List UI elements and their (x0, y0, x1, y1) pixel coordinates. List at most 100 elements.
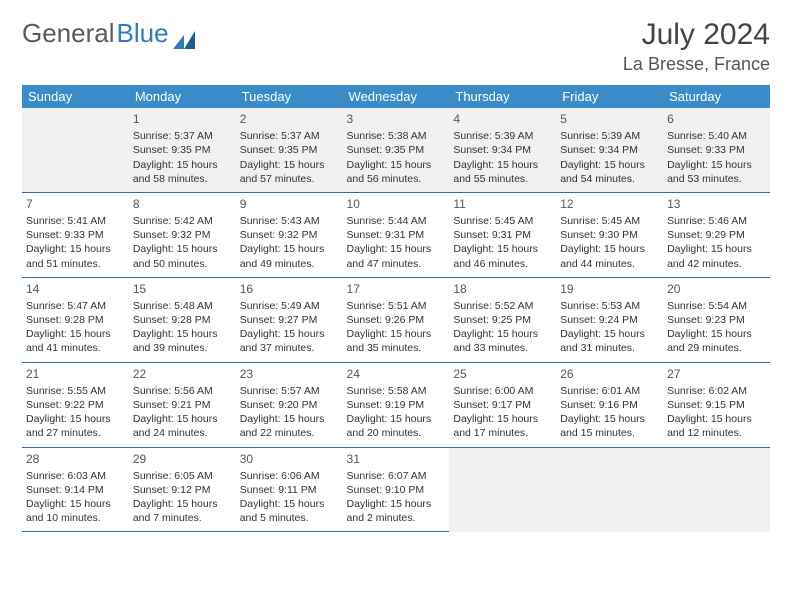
detail-line: Sunrise: 5:52 AM (453, 299, 552, 313)
day-cell: 27Sunrise: 6:02 AMSunset: 9:15 PMDayligh… (663, 362, 770, 447)
day-number: 14 (26, 281, 125, 297)
detail-line: Daylight: 15 hours (667, 158, 766, 172)
detail-line: and 47 minutes. (347, 257, 446, 271)
day-number: 9 (240, 196, 339, 212)
day-details: Sunrise: 5:54 AMSunset: 9:23 PMDaylight:… (667, 299, 766, 356)
logo: GeneralBlue (22, 18, 195, 49)
detail-line: and 10 minutes. (26, 511, 125, 525)
day-cell (449, 447, 556, 532)
day-cell: 2Sunrise: 5:37 AMSunset: 9:35 PMDaylight… (236, 108, 343, 192)
detail-line: Sunrise: 5:37 AM (133, 129, 232, 143)
day-cell: 21 Sunrise: 5:55 AMSunset: 9:22 PMDayligh… (22, 362, 129, 447)
detail-line: Daylight: 15 hours (240, 412, 339, 426)
day-cell (663, 447, 770, 532)
day-cell: 26Sunrise: 6:01 AMSunset: 9:16 PMDayligh… (556, 362, 663, 447)
detail-line: Sunrise: 5:57 AM (240, 384, 339, 398)
detail-line: Sunset: 9:32 PM (240, 228, 339, 242)
day-cell (556, 447, 663, 532)
detail-line: Sunrise: 5:42 AM (133, 214, 232, 228)
detail-line: Sunrise: 5:49 AM (240, 299, 339, 313)
day-cell: 23Sunrise: 5:57 AMSunset: 9:20 PMDayligh… (236, 362, 343, 447)
detail-line: Daylight: 15 hours (133, 412, 232, 426)
day-number: 12 (560, 196, 659, 212)
detail-line: Sunset: 9:32 PM (133, 228, 232, 242)
day-details: Sunrise: 6:02 AMSunset: 9:15 PMDaylight:… (667, 384, 766, 441)
detail-line: and 27 minutes. (26, 426, 125, 440)
detail-line: Sunset: 9:12 PM (133, 483, 232, 497)
week-row: 7Sunrise: 5:41 AMSunset: 9:33 PMDaylight… (22, 192, 770, 277)
day-cell: 17Sunrise: 5:51 AMSunset: 9:26 PMDayligh… (343, 277, 450, 362)
day-cell: 11Sunrise: 5:45 AMSunset: 9:31 PMDayligh… (449, 192, 556, 277)
header: GeneralBlue July 2024 La Bresse, France (22, 18, 770, 75)
day-details: Sunrise: 5:53 AMSunset: 9:24 PMDaylight:… (560, 299, 659, 356)
detail-line: and 55 minutes. (453, 172, 552, 186)
detail-line: Sunrise: 5:48 AM (133, 299, 232, 313)
detail-line: Sunset: 9:22 PM (26, 398, 125, 412)
detail-line: Sunset: 9:34 PM (560, 143, 659, 157)
detail-line: Sunrise: 5:44 AM (347, 214, 446, 228)
day-details: Sunrise: 5:47 AMSunset: 9:28 PMDaylight:… (26, 299, 125, 356)
day-number: 22 (133, 366, 232, 382)
day-details: Sunrise: 6:03 AMSunset: 9:14 PMDaylight:… (26, 469, 125, 526)
day-details: Sunrise: 5:57 AMSunset: 9:20 PMDaylight:… (240, 384, 339, 441)
day-number: 7 (26, 196, 125, 212)
detail-line: and 17 minutes. (453, 426, 552, 440)
detail-line: Sunrise: 5:40 AM (667, 129, 766, 143)
detail-line: Daylight: 15 hours (240, 327, 339, 341)
detail-line: Daylight: 15 hours (347, 158, 446, 172)
detail-line: Daylight: 15 hours (453, 327, 552, 341)
day-details: Sunrise: 5:52 AMSunset: 9:25 PMDaylight:… (453, 299, 552, 356)
day-number: 18 (453, 281, 552, 297)
detail-line: and 53 minutes. (667, 172, 766, 186)
detail-line: Sunrise: 6:05 AM (133, 469, 232, 483)
day-number: 2 (240, 111, 339, 127)
detail-line: Daylight: 15 hours (560, 327, 659, 341)
detail-line: Sunrise: 5:39 AM (453, 129, 552, 143)
weekday-header: Saturday (663, 85, 770, 108)
day-number: 10 (347, 196, 446, 212)
day-number: 28 (26, 451, 125, 467)
day-cell: 3Sunrise: 5:38 AMSunset: 9:35 PMDaylight… (343, 108, 450, 192)
day-number: 24 (347, 366, 446, 382)
detail-line: Sunrise: 5:46 AM (667, 214, 766, 228)
detail-line: and 56 minutes. (347, 172, 446, 186)
detail-line: Sunrise: 5:45 AM (560, 214, 659, 228)
detail-line: Sunset: 9:33 PM (26, 228, 125, 242)
day-cell: 9 Sunrise: 5:43 AMSunset: 9:32 PMDaylight… (236, 192, 343, 277)
day-details: Sunrise: 5:48 AMSunset: 9:28 PMDaylight:… (133, 299, 232, 356)
detail-line: Sunrise: 5:54 AM (667, 299, 766, 313)
detail-line: Sunset: 9:35 PM (133, 143, 232, 157)
day-cell: 13Sunrise: 5:46 AMSunset: 9:29 PMDayligh… (663, 192, 770, 277)
detail-line: and 39 minutes. (133, 341, 232, 355)
detail-line: Sunset: 9:35 PM (347, 143, 446, 157)
weekday-header: Monday (129, 85, 236, 108)
detail-line: Sunset: 9:35 PM (240, 143, 339, 157)
detail-line: Daylight: 15 hours (453, 242, 552, 256)
detail-line: Sunset: 9:23 PM (667, 313, 766, 327)
day-details: Sunrise: 6:07 AMSunset: 9:10 PMDaylight:… (347, 469, 446, 526)
day-details: Sunrise: 5:43 AMSunset: 9:32 PMDaylight:… (240, 214, 339, 271)
detail-line: and 57 minutes. (240, 172, 339, 186)
detail-line: Daylight: 15 hours (453, 158, 552, 172)
detail-line: Daylight: 15 hours (133, 497, 232, 511)
detail-line: Sunset: 9:16 PM (560, 398, 659, 412)
weekday-header: Friday (556, 85, 663, 108)
day-number: 21 (26, 366, 125, 382)
location: La Bresse, France (623, 54, 770, 75)
day-cell: 25Sunrise: 6:00 AMSunset: 9:17 PMDayligh… (449, 362, 556, 447)
day-cell: 14 Sunrise: 5:47 AMSunset: 9:28 PMDayligh… (22, 277, 129, 362)
detail-line: Sunrise: 5:41 AM (26, 214, 125, 228)
day-number: 15 (133, 281, 232, 297)
day-cell (22, 108, 129, 192)
detail-line: and 31 minutes. (560, 341, 659, 355)
detail-line: Daylight: 15 hours (133, 242, 232, 256)
day-number: 19 (560, 281, 659, 297)
detail-line: Sunset: 9:29 PM (667, 228, 766, 242)
day-details: Sunrise: 5:55 AMSunset: 9:22 PMDaylight:… (26, 384, 125, 441)
detail-line: and 22 minutes. (240, 426, 339, 440)
day-number: 1 (133, 111, 232, 127)
detail-line: Sunset: 9:31 PM (453, 228, 552, 242)
detail-line: and 35 minutes. (347, 341, 446, 355)
day-number: 4 (453, 111, 552, 127)
day-details: Sunrise: 5:41 AMSunset: 9:33 PMDaylight:… (26, 214, 125, 271)
